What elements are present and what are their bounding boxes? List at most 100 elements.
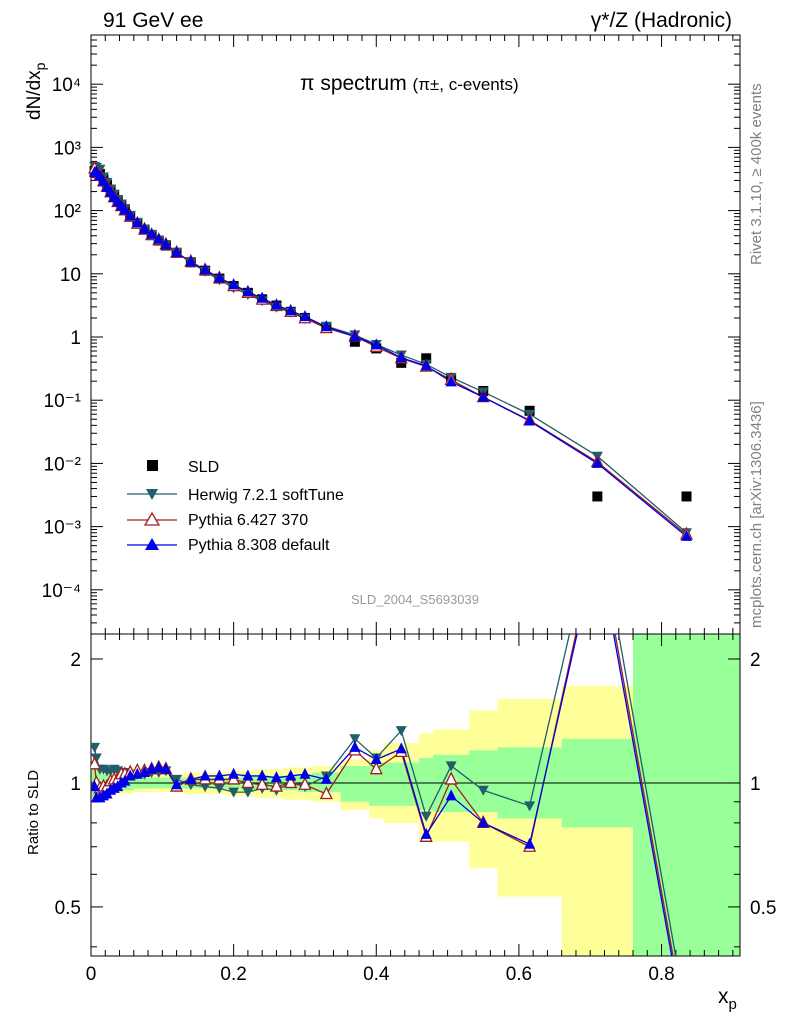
ratio-point-pythia-8-308-default (213, 769, 225, 781)
data-point-pythia-8-308-default (395, 351, 407, 363)
data-point-pythia-8-308-default (131, 216, 143, 228)
data-point-pythia-8-308-default (185, 255, 197, 267)
data-point-pythia-8-308-default (256, 291, 268, 303)
data-point-pythia-8-308-default (591, 456, 603, 468)
ratio-point-pythia-6-427-370 (269, 778, 283, 792)
rivet-label: Rivet 3.1.10, ≥ 400k events (748, 83, 765, 265)
ratio-point-pythia-8-308-default (185, 772, 197, 784)
ratio-point-herwig-7-2-1-softtune (228, 787, 240, 798)
data-point-sld (349, 336, 360, 347)
y-tick-label-top: 10⁻⁴ (42, 581, 81, 602)
ratio-point-pythia-8-308-default (270, 771, 282, 783)
data-point-pythia-8-308-default (270, 298, 282, 310)
legend-label-sld: SLD (188, 459, 219, 476)
ratio-point-herwig-7-2-1-softtune (524, 801, 536, 812)
ratio-point-herwig-7-2-1-softtune (477, 785, 489, 796)
data-point-pythia-8-308-default (242, 285, 254, 297)
y-tick-label-ratio-right: 2 (750, 650, 761, 671)
ratio-point-herwig-7-2-1-softtune (91, 742, 101, 753)
ratio-band-inner (633, 634, 740, 956)
ratio-band-inner (340, 765, 370, 802)
legend-marker-herwig (146, 489, 158, 500)
ratio-point-pythia-6-427-370 (255, 776, 269, 790)
data-point-pythia-8-308-default (124, 209, 136, 221)
ratio-point-pythia-8-308-default (242, 769, 254, 781)
y-tick-label-top: 10⁻¹ (44, 391, 82, 412)
data-point-pythia-8-308-default (160, 238, 172, 250)
y-tick-label-top: 10³ (54, 138, 81, 159)
ratio-point-pythia-6-427-370 (284, 775, 298, 789)
y-tick-label-top: 10⁴ (52, 75, 81, 96)
data-point-pythia-8-308-default (370, 338, 382, 350)
data-point-pythia-8-308-default (524, 414, 536, 426)
ratio-point-pythia-8-308-default (138, 766, 150, 778)
data-point-pythia-8-308-default (213, 271, 225, 283)
ratio-point-pythia-8-308-default (153, 761, 165, 773)
data-point-pythia-8-308-default (153, 232, 165, 244)
ratio-band-inner (383, 762, 420, 806)
data-point-pythia-8-308-default (146, 227, 158, 239)
ratio-point-pythia-8-308-default (370, 753, 382, 765)
analysis-id-watermark: SLD_2004_S5693039 (351, 592, 479, 607)
ratio-point-pythia-8-308-default (524, 837, 536, 849)
legend-label-herwig: Herwig 7.2.1 softTune (188, 487, 344, 504)
y-tick-labels-top: 10⁻⁴ 10⁻³ 10⁻² 10⁻¹ 1 10 10² 10³ 10⁴ (42, 75, 81, 602)
y-tick-label-ratio-right: 1 (750, 774, 761, 795)
data-point-pythia-8-308-default (228, 278, 240, 290)
ratio-point-pythia-6-427-370 (444, 771, 458, 785)
header-right: γ*/Z (Hadronic) (591, 9, 732, 32)
ratio-point-herwig-7-2-1-softtune (91, 753, 102, 764)
x-tick-labels: 0 0.2 0.4 0.6 0.8 (86, 964, 675, 985)
data-point-pythia-8-308-default (445, 375, 457, 387)
y-tick-label-top: 10 (60, 265, 81, 286)
plot-title-main: π spectrum (300, 72, 407, 95)
ratio-point-herwig-7-2-1-softtune (420, 811, 432, 822)
ratio-point-pythia-8-308-default (477, 816, 489, 828)
ratio-point-herwig-7-2-1-softtune (395, 726, 407, 737)
y-tick-label-top: 10² (54, 202, 81, 223)
ratio-point-pythia-8-308-default (445, 789, 457, 801)
y-tick-label-ratio-right: 0.5 (750, 898, 776, 919)
y-tick-label-top: 10⁻² (44, 454, 82, 475)
ratio-point-herwig-7-2-1-softtune (349, 734, 361, 745)
data-point-pythia-8-308-default (285, 304, 297, 316)
x-tick-label: 0.4 (363, 964, 390, 985)
ratio-point-pythia-8-308-default (395, 742, 407, 754)
series-line-pythia-8-308-default (94, 171, 687, 537)
ratio-point-pythia-8-308-default (256, 769, 268, 781)
ratio-point-pythia-8-308-default (199, 769, 211, 781)
data-point-pythia-8-308-default (138, 222, 150, 234)
ratio-point-pythia-8-308-default (285, 769, 297, 781)
series-line-herwig-7-2-1-softtune (94, 165, 687, 534)
y-tick-label-ratio: 1 (70, 774, 81, 795)
data-point-pythia-8-308-default (681, 529, 693, 541)
ratio-panel-frame (90, 633, 741, 957)
data-point-sld (421, 353, 432, 364)
series-line-pythia-6-427-370 (93, 168, 687, 536)
ratio-point-pythia-8-308-default (228, 767, 240, 779)
ratio-point-pythia-8-308-default (171, 778, 183, 790)
y-axis-label-ratio: Ratio to SLD (25, 770, 42, 855)
data-point-pythia-8-308-default (199, 263, 211, 275)
ratio-point-pythia-6-427-370 (298, 776, 312, 790)
ratio-point-herwig-7-2-1-softtune (199, 782, 211, 793)
legend: SLD Herwig 7.2.1 softTune Pythia 6.427 3… (127, 459, 344, 554)
header-left: 91 GeV ee (103, 9, 203, 32)
ratio-point-pythia-6-427-370 (241, 775, 255, 789)
ratio-series-clipped (91, 634, 677, 956)
y-axis-label-top: dN/dxp (24, 62, 48, 120)
data-point-pythia-8-308-default (119, 203, 131, 215)
ratio-point-pythia-8-308-default (420, 827, 432, 839)
x-tick-label: 0 (86, 964, 97, 985)
data-point-sld (592, 491, 603, 502)
data-point-pythia-8-308-default (299, 310, 311, 322)
y-tick-label-ratio: 2 (70, 650, 81, 671)
legend-marker-py8 (145, 538, 159, 550)
data-point-sld (681, 491, 692, 502)
axis-ticks (90, 34, 740, 956)
y-tick-label-ratio: 0.5 (55, 898, 81, 919)
ratio-point-pythia-6-427-370 (369, 761, 383, 775)
data-point-pythia-8-308-default (420, 359, 432, 371)
y-tick-label-top: 10⁻³ (44, 518, 82, 539)
x-tick-label: 0.6 (506, 964, 532, 985)
